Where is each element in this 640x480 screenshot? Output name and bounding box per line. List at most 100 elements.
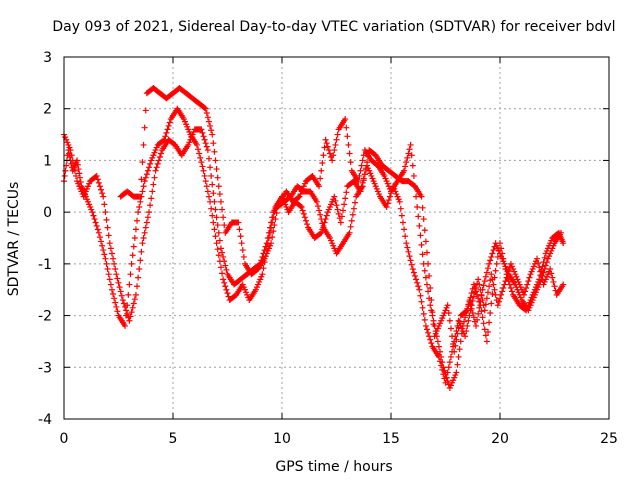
data-point <box>365 153 372 160</box>
data-point <box>139 159 146 166</box>
data-point <box>122 303 129 310</box>
data-point <box>106 240 113 247</box>
data-point <box>468 305 475 312</box>
data-point <box>141 124 148 131</box>
data-point <box>104 224 111 231</box>
data-point <box>325 147 332 154</box>
data-point <box>131 235 138 241</box>
data-point <box>217 198 224 205</box>
data-point <box>221 258 228 265</box>
data-point <box>113 303 120 310</box>
data-point <box>103 260 110 267</box>
data-point <box>470 293 477 300</box>
data-points <box>61 85 567 391</box>
data-point <box>112 299 119 306</box>
data-point <box>324 143 331 150</box>
data-point <box>313 198 320 205</box>
data-point <box>502 266 509 273</box>
data-point <box>427 302 434 309</box>
data-point <box>541 254 548 261</box>
y-axis-label: SDTVAR / TECUs <box>6 182 22 297</box>
data-point <box>208 205 215 212</box>
data-point <box>118 292 125 299</box>
data-point <box>483 269 490 276</box>
data-point <box>498 245 505 252</box>
data-point <box>441 367 448 374</box>
data-point <box>203 110 210 117</box>
data-point <box>332 141 339 148</box>
data-point <box>420 310 427 317</box>
data-point <box>143 171 150 178</box>
data-point <box>443 374 450 381</box>
data-point <box>338 213 345 220</box>
data-point <box>470 281 477 288</box>
data-point <box>401 226 408 233</box>
data-point <box>196 150 203 157</box>
data-point <box>505 278 512 285</box>
data-point <box>132 291 139 298</box>
data-point <box>500 284 507 291</box>
data-point <box>158 150 165 157</box>
data-point <box>361 171 368 178</box>
data-point <box>428 340 435 347</box>
data-point <box>111 295 118 302</box>
data-point <box>449 333 456 340</box>
data-point <box>137 198 144 205</box>
data-point <box>117 288 124 295</box>
y-tick-label: 3 <box>43 50 52 66</box>
data-point <box>148 195 155 202</box>
data-point <box>491 274 498 281</box>
data-point <box>107 281 114 288</box>
data-point <box>220 253 227 260</box>
data-point <box>326 150 333 157</box>
data-point <box>139 240 146 247</box>
data-point <box>162 133 169 140</box>
data-point <box>209 131 216 138</box>
data-point <box>538 267 545 274</box>
data-point <box>427 336 434 343</box>
data-point <box>402 163 409 170</box>
data-point <box>106 276 113 283</box>
data-point <box>401 167 408 174</box>
data-point <box>475 310 482 317</box>
data-point <box>94 176 101 183</box>
data-point <box>414 279 421 286</box>
data-point <box>427 284 434 291</box>
data-point <box>136 266 143 273</box>
data-point <box>352 199 359 206</box>
data-point <box>482 332 489 339</box>
data-point <box>413 193 420 200</box>
data-point <box>320 152 327 159</box>
data-point <box>347 159 354 166</box>
data-point <box>421 227 428 234</box>
data-point <box>499 288 506 295</box>
data-point <box>485 328 492 335</box>
series-trace-b <box>61 116 565 391</box>
data-point <box>491 286 498 293</box>
data-point <box>268 219 275 226</box>
data-point <box>108 286 115 293</box>
data-point <box>346 229 353 236</box>
data-point <box>415 283 422 290</box>
y-tick-label: -3 <box>38 360 52 376</box>
data-point <box>200 133 207 140</box>
data-point <box>105 271 112 278</box>
data-point <box>164 126 171 133</box>
data-point <box>444 302 451 309</box>
data-point <box>476 281 483 288</box>
data-point <box>68 152 75 159</box>
data-point <box>318 216 325 223</box>
data-point <box>144 167 151 174</box>
data-point <box>89 209 96 216</box>
data-point <box>410 172 417 179</box>
data-point <box>214 246 221 253</box>
data-point <box>430 321 437 328</box>
data-point <box>215 229 222 236</box>
data-point <box>425 260 432 267</box>
data-point <box>435 343 442 350</box>
data-point <box>104 266 111 273</box>
data-point <box>265 229 272 236</box>
data-point <box>139 188 146 195</box>
data-point <box>166 119 173 126</box>
data-point <box>333 136 340 143</box>
